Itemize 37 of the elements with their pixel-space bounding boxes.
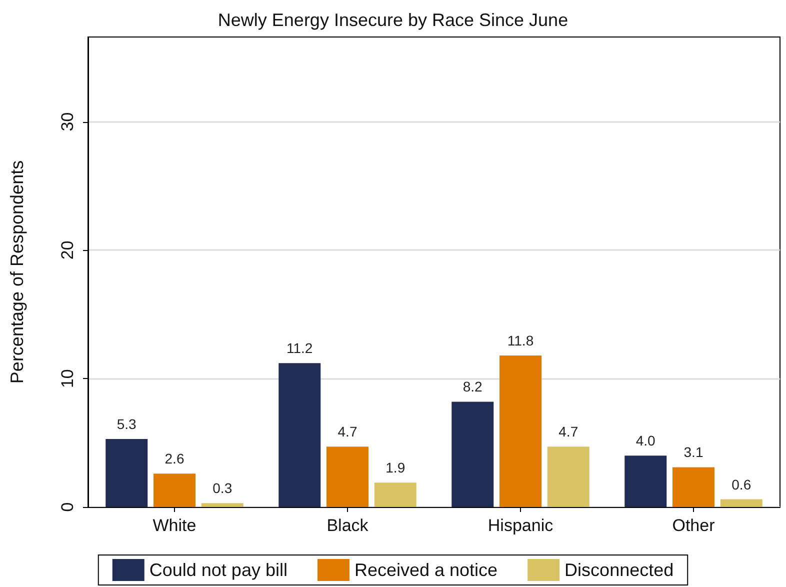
data-label: 5.3 [116, 416, 137, 432]
bar [374, 482, 416, 507]
y-tick-label: 30 [58, 112, 77, 132]
bar [278, 363, 321, 507]
y-axis-title: Percentage of Respondents [7, 160, 27, 384]
x-tick-label: Black [326, 516, 369, 535]
data-label: 11.8 [507, 332, 534, 348]
data-label: 2.6 [164, 450, 184, 467]
data-label: 1.9 [386, 460, 406, 476]
y-tick-label: 20 [58, 240, 77, 260]
bar [452, 402, 494, 507]
bar [201, 503, 244, 507]
legend-label: Could not pay bill [149, 560, 288, 580]
legend-label: Disconnected [564, 560, 674, 580]
x-tick-label: Other [672, 516, 716, 535]
bar [624, 456, 667, 507]
bar [326, 446, 368, 507]
data-label: 11.2 [286, 340, 313, 356]
data-label: 0.6 [732, 476, 752, 492]
data-label: 8.2 [462, 378, 483, 395]
bar [106, 438, 148, 507]
y-tick-label: 10 [58, 369, 77, 388]
bar [154, 474, 196, 507]
x-tick-label: Hispanic [488, 516, 554, 535]
bar [720, 499, 762, 507]
data-label: 3.1 [684, 444, 704, 460]
data-label: 4.0 [636, 432, 656, 449]
y-tick-label: 0 [58, 502, 77, 512]
bar [672, 467, 714, 507]
data-label: 4.7 [558, 424, 578, 440]
x-tick-label: White [152, 516, 196, 535]
data-label: 4.7 [338, 424, 358, 440]
bar [500, 355, 542, 507]
chart-title: Newly Energy Insecure by Race Since June [218, 10, 568, 30]
data-label: 0.3 [212, 480, 232, 496]
legend-label: Received a notice [354, 560, 498, 580]
bar [547, 446, 590, 507]
